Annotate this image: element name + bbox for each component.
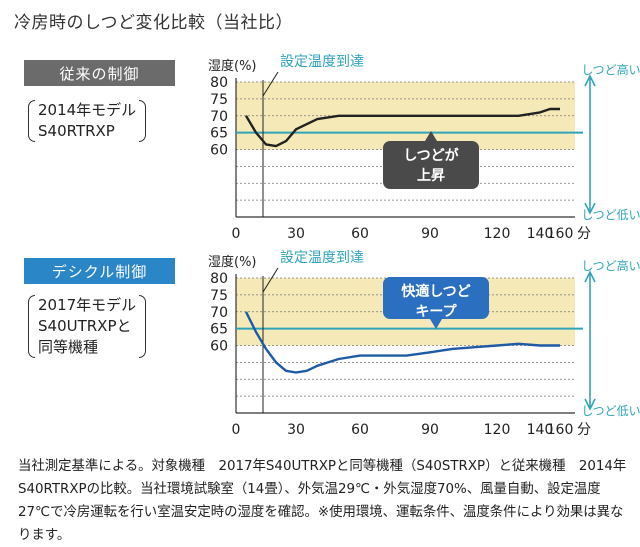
badge-pointer	[425, 131, 437, 141]
y-tick-label: 70	[210, 305, 228, 321]
arrow-top-label: しつど高い	[581, 258, 640, 273]
x-tick-label: 0	[232, 226, 241, 242]
arrow-down-icon	[584, 202, 596, 215]
badge-text: しつどが	[403, 147, 459, 164]
x-tick-label: 160	[547, 226, 574, 242]
y-tick-label: 65	[210, 322, 228, 338]
desicle-model-line: 同等機種	[38, 338, 99, 356]
badge-box	[383, 141, 479, 189]
x-tick-label: 60	[351, 226, 369, 242]
left-paren-icon	[28, 295, 35, 358]
desicle-control-label: デシクル制御	[24, 258, 175, 284]
y-axis-label: 湿度(%)	[208, 254, 257, 270]
x-unit-label: 分	[577, 422, 591, 438]
arrow-bottom-label: しつど低い	[581, 404, 640, 418]
desicle-model-line: S40UTRXPと	[38, 317, 132, 335]
badge-text: 快適しつど	[401, 283, 470, 300]
arrow-up-icon	[584, 74, 596, 87]
footnote: 当社測定基準による。対象機種 2017年S40UTRXPと同等機種（S40STR…	[18, 459, 627, 543]
y-tick-label: 70	[210, 109, 228, 125]
x-tick-label: 30	[287, 226, 305, 242]
badge-box	[383, 277, 489, 319]
setpoint-label: 設定温度到達	[280, 54, 364, 70]
x-tick-label: 140	[527, 422, 554, 438]
setpoint-leader	[262, 71, 279, 97]
setpoint-leader	[262, 267, 279, 293]
badge-text: キープ	[415, 304, 457, 320]
arrow-bottom-label: しつど低い	[581, 208, 640, 222]
legacy-model-line: S40RTRXP	[38, 122, 115, 140]
setpoint-label: 設定温度到達	[280, 250, 364, 266]
legacy-model-info: 2014年モデル S40RTRXP	[28, 100, 147, 142]
arrow-up-icon	[584, 270, 596, 283]
x-tick-label: 90	[421, 226, 439, 242]
humidity-line	[244, 311, 560, 374]
desicle-control-label-text: デシクル制御	[51, 262, 148, 281]
desicle-model-info: 2017年モデル S40UTRXPと 同等機種	[28, 295, 147, 358]
y-tick-label: 80	[210, 271, 228, 287]
y-tick-label: 75	[210, 288, 228, 304]
x-tick-label: 30	[287, 422, 305, 438]
y-tick-label: 65	[210, 126, 228, 142]
x-unit-label: 分	[577, 226, 591, 242]
desicle-model-line: 2017年モデル	[38, 296, 137, 314]
y-tick-label: 80	[210, 75, 228, 91]
x-tick-label: 120	[484, 422, 511, 438]
legacy-model-line: 2014年モデル	[38, 101, 137, 119]
y-tick-label: 75	[210, 92, 228, 108]
arrow-down-icon	[584, 398, 596, 411]
y-tick-label: 60	[210, 339, 228, 355]
x-tick-label: 140	[527, 226, 554, 242]
x-tick-label: 60	[351, 422, 369, 438]
badge-text: 上昇	[417, 168, 445, 184]
x-tick-label: 0	[232, 422, 241, 438]
x-tick-label: 120	[484, 226, 511, 242]
humidity-line	[244, 107, 560, 148]
x-tick-label: 160	[547, 422, 574, 438]
legacy-control-label-text: 従来の制御	[59, 64, 140, 83]
y-tick-label: 60	[210, 143, 228, 159]
badge-pointer	[430, 319, 442, 329]
x-tick-label: 90	[421, 422, 439, 438]
arrow-top-label: しつど高い	[581, 62, 640, 77]
left-paren-icon	[28, 100, 35, 142]
legacy-control-label: 従来の制御	[24, 60, 175, 86]
page-title: 冷房時のしつど変化比較（当社比）	[14, 13, 293, 33]
y-axis-label: 湿度(%)	[208, 58, 257, 74]
